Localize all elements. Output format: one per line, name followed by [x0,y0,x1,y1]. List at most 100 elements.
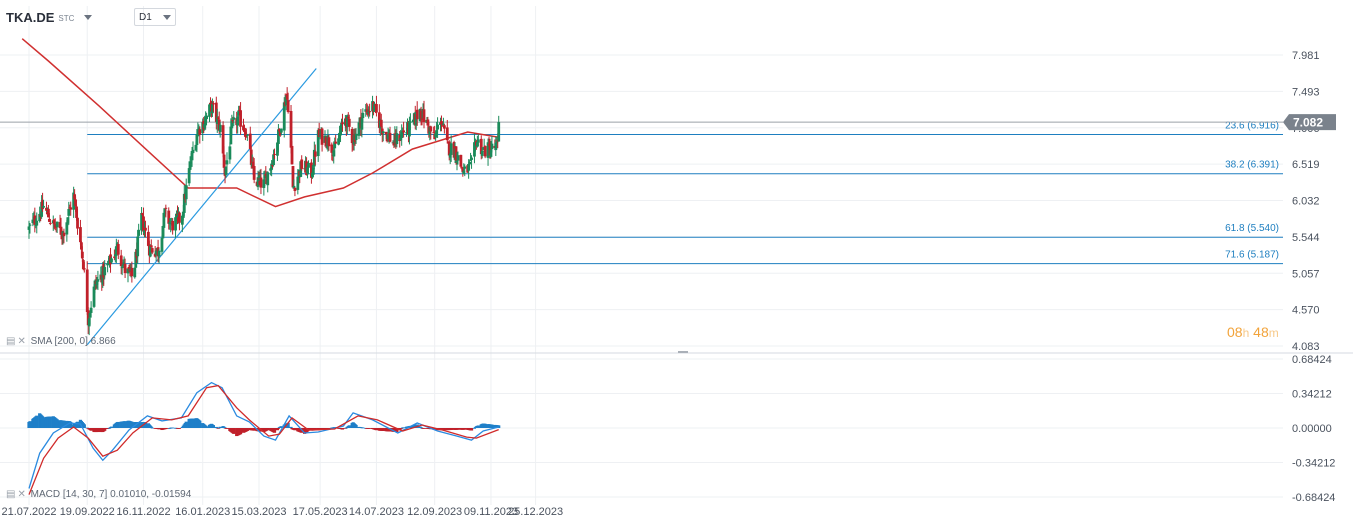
candle-body [232,117,236,120]
candle-body [72,192,76,210]
candle-body [251,161,255,169]
candle-body [368,111,372,113]
candle-body [93,280,97,289]
candle-body [334,141,338,144]
candle-body [388,132,392,142]
candle-body [66,217,70,223]
timeframe-dropdown[interactable]: D1 [134,8,176,26]
countdown-minutes-unit: m [1268,326,1279,340]
close-icon[interactable]: ✕ [17,336,26,347]
macd-histogram-bar [381,428,385,431]
candle-body [256,177,260,187]
macd-histogram-bar [157,428,161,430]
candle-body [243,130,246,132]
chevron-down-icon[interactable] [84,14,93,20]
symbol-selector[interactable]: TKA.DE STC [6,8,93,26]
time-axis-label: 09.11.2023 [464,506,518,518]
macd-histogram-bar [279,426,283,428]
candle-body [459,154,463,167]
macd-histogram-bar [82,424,86,428]
candle-body [311,167,315,175]
macd-histogram-bar [215,427,219,429]
candle-body [266,172,270,186]
candle-body [95,280,99,285]
candle-body [211,103,214,114]
candle-body [65,222,69,235]
macd-histogram-bar [216,428,220,429]
candle-body [426,119,430,126]
candle-body [271,164,274,166]
candle-body [455,160,459,163]
macd-histogram-bar [289,426,293,428]
macd-histogram-bar [368,428,372,429]
candle-body [195,134,199,146]
candle-body [436,124,439,130]
candle-body [386,134,390,140]
candle-body [487,144,491,146]
candle-body [432,132,436,134]
candle-body [299,161,303,177]
candle-body [134,251,138,268]
macd-histogram-bar [109,426,114,428]
candle-body [157,250,161,257]
candle-body [87,318,91,327]
candle-body [62,232,66,237]
candle-body [272,154,275,166]
candle-body [399,137,403,141]
macd-histogram-bar [191,418,195,428]
candle-body [231,119,235,121]
candle-body [107,262,110,264]
candle-body [92,286,96,307]
candle-body [188,161,192,170]
candle-body [123,263,127,274]
candle-body [277,129,280,144]
candle-body [154,250,158,255]
settings-icon[interactable]: ▤ [6,489,16,500]
candle-body [203,123,207,128]
candle-body [313,151,317,157]
macd-legend-text: MACD [14, 30, 7] 0.01010, -0.01594 [30,489,192,500]
candle-body [384,131,388,135]
candle-body [395,133,399,145]
candle-body [55,221,59,228]
candle-body [96,279,100,282]
price-axis-label: 6.032 [1292,196,1320,208]
candle-body [150,248,154,253]
candle-body [286,100,290,113]
candle-body [375,104,378,113]
candle-body [330,144,334,153]
candle-body [270,163,274,170]
candle-body [161,226,165,239]
macd-histogram-bar [35,415,39,428]
symbol-suffix: STC [58,14,75,23]
macd-histogram-bar [137,422,141,428]
settings-icon[interactable]: ▤ [6,336,16,347]
candle-body [74,199,77,206]
macd-histogram-bar [222,426,226,428]
time-axis-label: 14.07.2023 [349,506,404,518]
candle-body [422,109,426,123]
candle-body [456,155,460,161]
candle-body [194,144,198,151]
fibonacci-label: 71.6 (5.187) [1225,250,1279,261]
close-icon[interactable]: ✕ [17,489,26,500]
candle-body [259,177,263,188]
macd-legend: ▤ ✕ MACD [14, 30, 7] 0.01010, -0.01594 [6,489,191,500]
macd-histogram-bar [497,425,501,428]
candle-body [415,109,419,120]
chevron-down-icon[interactable] [163,14,171,20]
macd-histogram-bar [340,428,345,430]
macd-histogram-bar [96,428,100,433]
macd-histogram-bar [354,424,358,428]
candle-body [80,242,83,250]
candle-body [218,124,222,132]
candle-body [164,207,168,209]
candle-body [467,164,471,171]
macd-histogram-bar [150,427,154,429]
candle-body [196,130,200,137]
macd-histogram-bar [123,421,127,428]
macd-axis-label: -0.34212 [1292,458,1335,470]
macd-histogram-bar [361,427,365,429]
candle-body [215,116,219,124]
